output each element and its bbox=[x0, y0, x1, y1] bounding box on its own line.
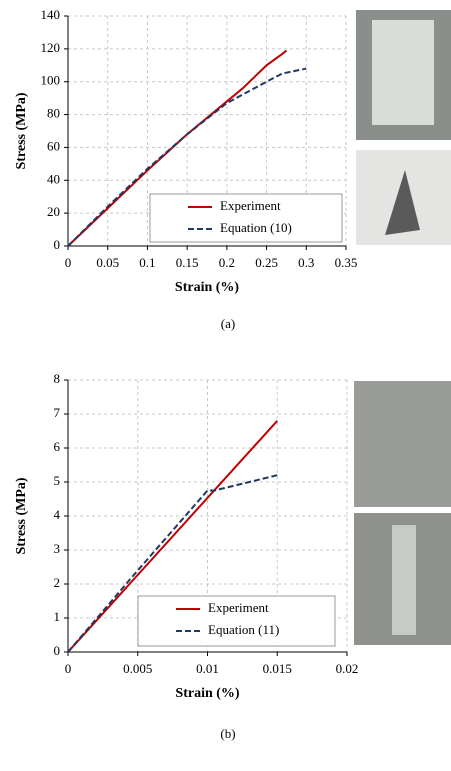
y-tick-label: 100 bbox=[41, 73, 61, 88]
legend bbox=[137, 595, 336, 647]
y-tick-label: 20 bbox=[47, 204, 60, 219]
photo-detail bbox=[385, 170, 420, 235]
y-tick-label: 60 bbox=[47, 138, 60, 153]
caption: (b) bbox=[220, 726, 235, 741]
x-tick-label: 0.1 bbox=[139, 255, 155, 270]
x-axis-label: Strain (%) bbox=[175, 686, 240, 701]
y-tick-label: 40 bbox=[47, 171, 60, 186]
x-tick-label: 0.35 bbox=[335, 255, 358, 270]
x-tick-label: 0.2 bbox=[219, 255, 235, 270]
photo-detail bbox=[392, 525, 416, 635]
legend-label: Equation (10) bbox=[220, 220, 292, 235]
y-tick-label: 6 bbox=[54, 439, 61, 454]
photo-detail bbox=[372, 20, 434, 125]
x-tick-label: 0.015 bbox=[263, 661, 292, 676]
legend-label: Equation (11) bbox=[208, 622, 279, 637]
y-tick-label: 3 bbox=[54, 541, 61, 556]
y-tick-label: 80 bbox=[47, 106, 60, 121]
legend-label: Experiment bbox=[208, 600, 269, 615]
x-tick-label: 0.02 bbox=[336, 661, 359, 676]
y-tick-label: 0 bbox=[54, 643, 61, 658]
y-tick-label: 4 bbox=[54, 507, 61, 522]
y-tick-label: 1 bbox=[54, 609, 61, 624]
x-tick-label: 0.01 bbox=[196, 661, 219, 676]
x-tick-label: 0 bbox=[65, 255, 72, 270]
y-tick-label: 0 bbox=[54, 237, 61, 252]
y-tick-label: 140 bbox=[41, 7, 61, 22]
y-tick-label: 8 bbox=[54, 371, 61, 386]
caption: (a) bbox=[221, 316, 235, 331]
y-axis-label: Stress (MPa) bbox=[14, 92, 29, 169]
y-tick-label: 5 bbox=[54, 473, 61, 488]
series-line bbox=[67, 49, 288, 247]
x-tick-label: 0 bbox=[65, 661, 72, 676]
photo bbox=[354, 381, 451, 507]
y-tick-label: 2 bbox=[54, 575, 61, 590]
x-tick-label: 0.3 bbox=[298, 255, 314, 270]
x-tick-label: 0.05 bbox=[96, 255, 119, 270]
series-line bbox=[67, 420, 278, 653]
legend-label: Experiment bbox=[220, 198, 281, 213]
x-tick-label: 0.15 bbox=[176, 255, 199, 270]
y-axis-label: Stress (MPa) bbox=[14, 477, 29, 554]
legend bbox=[149, 193, 343, 243]
x-tick-label: 0.25 bbox=[255, 255, 278, 270]
x-tick-label: 0.005 bbox=[123, 661, 152, 676]
x-axis-label: Strain (%) bbox=[175, 280, 240, 295]
y-tick-label: 7 bbox=[54, 405, 61, 420]
y-tick-label: 120 bbox=[41, 40, 61, 55]
series-line bbox=[67, 67, 307, 247]
